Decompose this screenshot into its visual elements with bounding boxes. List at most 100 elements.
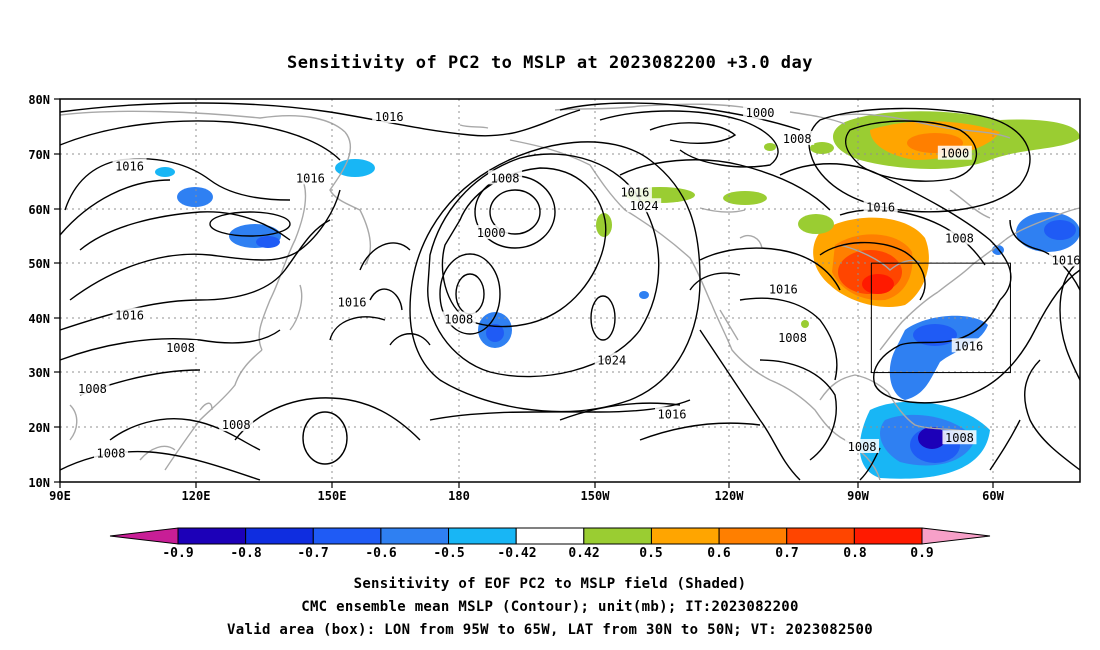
lat-tick-label: 20N <box>28 421 50 435</box>
contour-label: 1000 <box>474 225 509 240</box>
colorbar-label: -0.42 <box>497 546 536 561</box>
contour-label-text: 1008 <box>945 232 974 246</box>
contour-label-text: 1000 <box>746 106 775 120</box>
colorbar-label: 0.9 <box>910 546 933 561</box>
contour-label-text: 1008 <box>97 447 126 461</box>
contour-label-background <box>780 130 815 145</box>
contour-label-text: 1008 <box>945 431 974 445</box>
colorbar-label: 0.5 <box>639 546 662 561</box>
contour-label-background <box>863 199 898 214</box>
contour-label: 1008 <box>441 311 476 326</box>
contour-label: 1016 <box>863 199 898 214</box>
contour-label-text: 1016 <box>115 309 144 323</box>
contour-label: 1008 <box>163 339 198 355</box>
colorbar-label: -0.5 <box>433 546 464 561</box>
colorbar-swatch <box>245 527 314 545</box>
lat-tick-label: 70N <box>28 148 50 162</box>
contour-label-background <box>293 170 328 185</box>
caption-line: Sensitivity of EOF PC2 to MSLP field (Sh… <box>354 576 747 592</box>
contour-label-text: 1016 <box>658 408 687 422</box>
sensitivity-shading <box>155 111 1080 479</box>
contour-label-text: 1008 <box>783 132 812 146</box>
contour-label: 1016 <box>372 109 407 124</box>
colorbar-under-arrow <box>109 527 179 545</box>
contour-label-background <box>488 170 523 185</box>
contour-label: 1016 <box>1049 252 1084 267</box>
contour-label-background <box>617 184 652 199</box>
contour-label-background <box>163 339 198 354</box>
contour-label-background <box>766 281 801 296</box>
contour-label-background <box>942 230 977 245</box>
lat-tick-label: 40N <box>28 312 50 326</box>
contour-label-background <box>94 445 128 460</box>
lat-tick-label: 60N <box>28 203 50 217</box>
colorbar-swatch <box>312 527 382 545</box>
contour-label-text: 1000 <box>477 226 506 240</box>
contour-label-background <box>112 307 147 322</box>
lat-axis: 80N 70N 60N 50N 40N 30N 20N 10N <box>28 93 60 490</box>
mslp-contours <box>59 102 1081 481</box>
contour-label-text: 1008 <box>778 331 807 345</box>
lat-tick-label: 10N <box>28 476 50 490</box>
lon-tick-label: 120E <box>182 489 211 503</box>
lon-tick-label: 180 <box>448 489 470 503</box>
negative-sensitivity-region <box>859 212 1080 479</box>
colorbar-swatch <box>448 527 517 545</box>
colorbar-swatch <box>177 527 247 545</box>
lat-tick-label: 80N <box>28 93 50 107</box>
contour-label-text: 1016 <box>620 186 649 200</box>
contour-label: 1016 <box>335 294 370 310</box>
contour-label: 1008 <box>219 417 254 432</box>
contour-label-background <box>951 338 986 353</box>
colorbar-swatch <box>853 527 923 545</box>
contour-label-text: 1024 <box>630 199 659 213</box>
lon-axis: 90E 120E 150E 180 150W 120W 90W 60W <box>49 482 1005 503</box>
contour-label-background <box>335 294 370 309</box>
lon-tick-label: 150W <box>581 489 611 503</box>
contour-label-text: 1016 <box>769 282 798 296</box>
contour-label: 1016 <box>112 158 147 173</box>
contour-label-text: 1016 <box>1052 253 1081 267</box>
colorbar-swatch <box>786 527 855 545</box>
contour-label: 1016 <box>655 406 689 422</box>
contour-label: 1008 <box>780 130 815 146</box>
contour-label: 1000 <box>937 145 972 161</box>
contour-label-text: 1016 <box>375 110 404 124</box>
contour-label-text: 1016 <box>296 171 325 185</box>
colorbar-swatch <box>583 527 652 545</box>
figure-title: Sensitivity of PC2 to MSLP at 2023082200… <box>287 53 813 73</box>
lon-tick-label: 90W <box>847 489 869 503</box>
contour-label-text: 1016 <box>866 200 895 214</box>
contour-label: 1008 <box>775 330 810 345</box>
contour-label: 1008 <box>75 380 110 396</box>
colorbar-swatch <box>650 527 720 545</box>
caption-line: CMC ensemble mean MSLP (Contour); unit(m… <box>301 599 799 615</box>
contour-label-text: 1016 <box>338 296 367 310</box>
contour-label-background <box>372 109 407 124</box>
lon-tick-label: 150E <box>318 489 347 503</box>
contour-label-background <box>942 430 977 445</box>
lat-tick-label: 30N <box>28 366 50 380</box>
map-frame <box>59 98 1081 483</box>
colorbar-label: -0.8 <box>230 546 261 561</box>
contour-label: 1016 <box>951 338 986 353</box>
contour-label-background <box>219 417 254 432</box>
contour-label-background <box>441 311 476 326</box>
contour-label-background <box>594 352 629 367</box>
colorbar-over-arrow <box>921 527 991 545</box>
contour-label-text: 1008 <box>444 312 473 326</box>
contour-label-text: 1008 <box>166 341 195 355</box>
valid-area-box <box>870 262 1011 374</box>
colorbar-label: 0.7 <box>775 546 798 561</box>
contour-label-background <box>937 145 972 160</box>
lon-tick-label: 60W <box>982 489 1004 503</box>
contour-label-background <box>655 406 689 421</box>
colorbar-label: -0.9 <box>162 546 193 561</box>
contour-label: 1024 <box>594 352 629 368</box>
contour-label: 1008 <box>488 170 523 185</box>
contour-label-background <box>474 225 509 240</box>
colorbar-swatch <box>380 527 450 545</box>
contour-label-background <box>75 380 110 395</box>
